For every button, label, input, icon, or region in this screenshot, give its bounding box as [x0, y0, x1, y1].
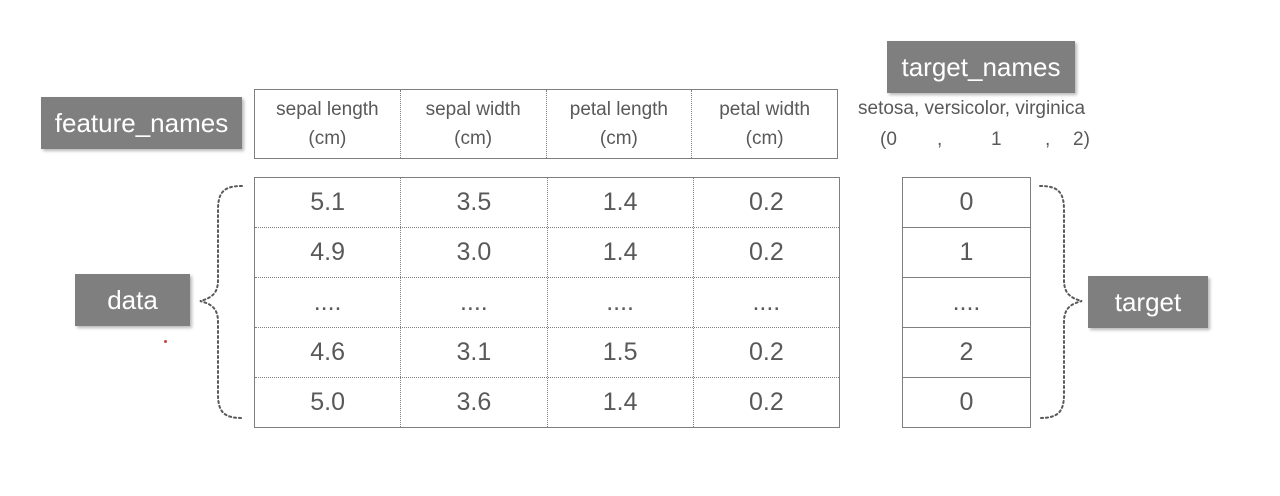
feature-header-line2: (cm) [454, 128, 493, 149]
table-cell: 3.6 [400, 378, 546, 427]
target-code-2: 2) [1073, 129, 1090, 150]
target-code-1: 1 [991, 129, 1002, 150]
table-cell: .... [546, 278, 693, 327]
table-row: 5.1 3.5 1.4 0.2 [255, 178, 839, 227]
target-code-comma: , [937, 129, 943, 150]
table-cell: .... [400, 278, 546, 327]
table-row: .... .... .... .... [255, 277, 839, 327]
target-cell: 1 [903, 227, 1030, 277]
feature-header-cell: sepal length (cm) [255, 90, 400, 158]
table-cell: 1.4 [546, 228, 693, 277]
table-cell: .... [313, 288, 342, 316]
table-cell: 3.5 [400, 178, 546, 227]
table-cell: 4.9 [310, 238, 345, 266]
data-table: 5.1 3.5 1.4 0.2 4.9 3.0 1.4 0.2 .... ...… [254, 177, 840, 428]
feature-names-label: feature_names [41, 97, 242, 149]
feature-header-table: sepal length (cm) sepal width (cm) petal… [254, 89, 838, 159]
target-cell: 2 [903, 327, 1030, 377]
data-label: data [75, 274, 190, 326]
table-cell: 3.0 [400, 228, 546, 277]
target-table: 0 1 .... 2 0 [902, 177, 1031, 428]
target-code-comma: , [1045, 129, 1051, 150]
table-cell: 0.2 [692, 178, 839, 227]
table-row: 4.6 3.1 1.5 0.2 [255, 327, 839, 377]
feature-header-line2: (cm) [599, 128, 638, 149]
table-cell: 4.6 [310, 338, 345, 366]
table-cell: 1.5 [546, 328, 693, 377]
table-cell: 5.1 [310, 188, 345, 216]
target-cell: 0 [959, 188, 974, 216]
left-brace-icon [199, 185, 243, 419]
feature-header-cell: petal width (cm) [691, 90, 837, 158]
target-names-label: target_names [887, 41, 1075, 93]
feature-header-line1: sepal width [425, 99, 521, 120]
stray-dot [164, 340, 167, 343]
table-cell: .... [692, 278, 839, 327]
feature-header-line2: (cm) [745, 128, 784, 149]
feature-header-cell: sepal width (cm) [399, 90, 546, 158]
table-cell: 0.2 [692, 378, 839, 427]
right-brace-icon [1039, 185, 1083, 419]
table-cell: 5.0 [310, 388, 345, 416]
feature-header-line1: petal length [569, 99, 668, 120]
feature-header-cell: petal length (cm) [545, 90, 692, 158]
target-names-list: setosa, versicolor, virginica [858, 98, 1086, 119]
target-cell: .... [903, 277, 1030, 327]
table-cell: 1.4 [546, 178, 693, 227]
table-cell: 1.4 [546, 378, 693, 427]
table-cell: 0.2 [692, 328, 839, 377]
target-label: target [1088, 276, 1208, 328]
table-cell: 0.2 [692, 228, 839, 277]
target-cell: 0 [903, 377, 1030, 427]
target-code-0: (0 [880, 129, 897, 150]
feature-header-line1: sepal length [276, 99, 379, 120]
feature-header-line1: petal width [719, 99, 811, 120]
table-row: 5.0 3.6 1.4 0.2 [255, 377, 839, 427]
feature-header-line2: (cm) [308, 128, 347, 149]
table-cell: 3.1 [400, 328, 546, 377]
table-row: 4.9 3.0 1.4 0.2 [255, 227, 839, 277]
